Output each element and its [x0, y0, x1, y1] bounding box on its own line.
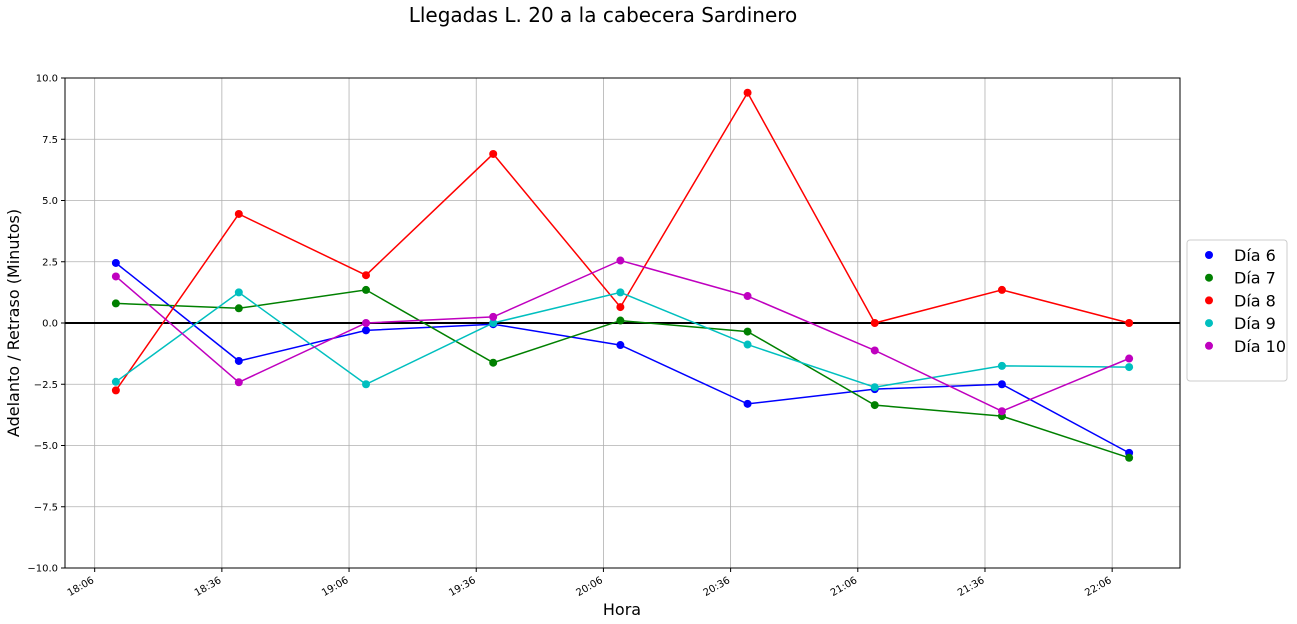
data-point [362, 380, 371, 389]
data-point [489, 319, 498, 327]
data-point [743, 399, 752, 408]
x-tick-label: 20:06 [574, 575, 604, 599]
data-point [743, 340, 752, 349]
y-tick-label: −5.0 [34, 441, 58, 452]
data-point [616, 341, 625, 350]
data-point [111, 386, 120, 395]
series-group [111, 88, 1134, 462]
data-point [111, 272, 120, 281]
data-point [234, 378, 243, 387]
data-point [362, 285, 371, 294]
x-tick-label: 22:06 [1083, 575, 1113, 599]
data-point [743, 327, 752, 336]
x-tick-label: 19:06 [320, 575, 350, 599]
data-point [1125, 354, 1134, 363]
data-point [111, 258, 120, 267]
x-axis-label: Hora [603, 600, 641, 619]
x-tick-label: 21:06 [829, 575, 859, 599]
series-1 [111, 258, 1134, 457]
y-tick-label: 10.0 [36, 74, 58, 85]
series-4 [111, 288, 1134, 392]
y-tick-label: 0.0 [42, 319, 58, 330]
data-point [1125, 363, 1134, 372]
x-tick-label: 18:36 [193, 575, 223, 599]
y-tick-label: −10.0 [27, 564, 58, 575]
y-axis-ticks: 10.0 7.5 5.0 2.5 0.0 −2.5 −5.0 −7.5 −10.0 [27, 74, 65, 575]
data-point [743, 88, 752, 97]
legend-entry-label: Día 10 [1234, 337, 1286, 356]
data-point [362, 271, 371, 280]
series-line [115, 259, 1130, 413]
data-point [234, 209, 243, 218]
legend-entry-label: Día 6 [1234, 246, 1276, 265]
chart-title: Llegadas L. 20 a la cabecera Sardinero [409, 3, 798, 27]
y-tick-label: −7.5 [34, 502, 58, 513]
data-point [870, 383, 879, 392]
legend-marker [1205, 251, 1213, 259]
data-point [616, 316, 625, 325]
data-point [997, 407, 1006, 416]
y-tick-label: 7.5 [42, 135, 58, 146]
data-point [997, 380, 1006, 389]
data-point [870, 401, 879, 410]
y-tick-label: 5.0 [42, 196, 58, 207]
data-point [234, 304, 243, 313]
legend-entry-label: Día 9 [1234, 314, 1276, 333]
data-point [111, 377, 120, 386]
data-point [1125, 453, 1134, 462]
legend-marker [1205, 319, 1213, 328]
data-point [616, 288, 625, 297]
data-point [616, 256, 625, 265]
data-point [489, 312, 498, 321]
series-3 [111, 88, 1134, 395]
data-point [489, 358, 498, 367]
data-point [234, 288, 243, 297]
legend-marker [1205, 273, 1213, 282]
y-tick-label: −2.5 [34, 380, 58, 391]
data-point [362, 326, 371, 335]
series-2 [111, 285, 1134, 462]
y-axis-label: Adelanto / Retraso (Minutos) [4, 209, 23, 437]
x-tick-label: 18:06 [66, 575, 96, 599]
data-point [234, 356, 243, 365]
y-tick-label: 2.5 [42, 257, 58, 268]
data-point [997, 285, 1006, 294]
x-tick-label: 20:36 [702, 575, 732, 599]
data-point [362, 319, 371, 327]
legend-marker [1205, 341, 1213, 350]
x-axis-ticks: 18:06 18:36 19:06 19:36 20:06 20:36 21:06 21:36… [66, 568, 1114, 599]
data-point [870, 346, 879, 355]
data-point [616, 303, 625, 312]
data-point [743, 292, 752, 301]
data-point [997, 361, 1006, 370]
data-point [489, 149, 498, 158]
data-point [1125, 319, 1134, 327]
data-point [111, 299, 120, 308]
x-tick-label: 21:36 [956, 575, 986, 599]
legend-entry-label: Día 8 [1234, 291, 1276, 310]
series-5 [111, 256, 1134, 416]
data-point [870, 319, 879, 327]
x-tick-label: 19:36 [447, 575, 477, 599]
series-line [115, 289, 1130, 459]
legend: Día 6 Día 7 Día 8 Día 9 Día 10 [1186, 239, 1288, 382]
legend-entry-label: Día 7 [1234, 269, 1276, 288]
legend-marker [1205, 296, 1213, 305]
